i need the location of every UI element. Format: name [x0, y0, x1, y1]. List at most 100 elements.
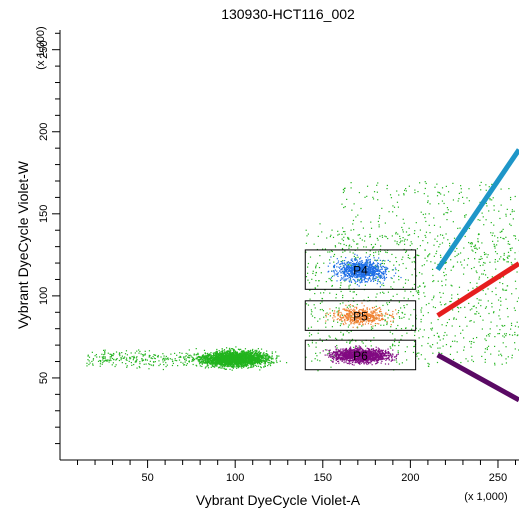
main-population-point	[344, 230, 346, 233]
main-population-point	[91, 351, 93, 353]
p4-population-point	[371, 270, 374, 272]
p4-population-point	[354, 268, 356, 270]
main-population-point	[213, 358, 215, 360]
main-population-point	[475, 270, 477, 272]
main-population-point	[432, 352, 434, 354]
main-population-point	[216, 348, 218, 351]
p4-population-point	[334, 269, 337, 271]
main-population-point	[413, 283, 416, 286]
main-population-point	[485, 306, 488, 308]
main-population-point	[377, 199, 379, 201]
main-population-point	[231, 361, 233, 363]
main-population-point	[249, 355, 251, 358]
main-population-point	[503, 259, 505, 261]
main-population-point	[237, 367, 240, 369]
main-population-point	[233, 357, 235, 359]
main-population-point	[482, 264, 484, 266]
main-population-point	[235, 363, 238, 365]
main-population-point	[456, 254, 458, 257]
main-population-point	[395, 359, 397, 361]
main-population-point	[248, 354, 251, 356]
main-population-point	[375, 305, 377, 307]
main-population-point	[253, 361, 255, 364]
main-population-point	[506, 256, 508, 258]
main-population-point	[505, 362, 508, 364]
main-population-point	[474, 245, 476, 247]
main-population-point	[257, 355, 259, 357]
main-population-point	[383, 292, 385, 294]
main-population-point	[499, 318, 501, 320]
main-population-point	[397, 312, 399, 314]
main-population-point	[454, 340, 456, 342]
main-population-point	[305, 356, 307, 358]
p4-population-point	[362, 270, 364, 272]
main-population-point	[436, 240, 438, 243]
main-population-point	[217, 367, 220, 369]
main-population-point	[395, 233, 397, 235]
main-population-point	[232, 365, 234, 367]
main-population-point	[478, 312, 480, 314]
main-population-point	[235, 354, 237, 356]
main-population-point	[447, 209, 449, 211]
main-population-point	[207, 360, 209, 362]
p4-population-point	[352, 260, 354, 262]
main-population-point	[308, 335, 311, 337]
main-population-point	[263, 360, 265, 362]
main-population-point	[443, 271, 445, 274]
main-population-point	[488, 210, 490, 212]
main-population-point	[308, 332, 311, 334]
main-population-point	[334, 337, 337, 339]
main-population-point	[203, 356, 205, 358]
p4-population-point	[343, 262, 345, 264]
main-population-point	[489, 261, 491, 263]
p4-population-point	[340, 268, 342, 271]
p4-population-point	[354, 276, 356, 278]
main-population-point	[360, 221, 362, 223]
main-population-point	[219, 357, 221, 359]
p4-population-point	[347, 261, 350, 263]
p4-population-point	[376, 269, 378, 271]
main-population-point	[269, 364, 272, 367]
main-population-point	[223, 351, 226, 353]
main-population-point	[252, 360, 255, 362]
main-population-point	[478, 276, 481, 278]
main-population-point	[164, 357, 166, 359]
main-population-point	[247, 359, 249, 362]
p4-population-point	[350, 268, 353, 270]
main-population-point	[148, 368, 150, 370]
main-population-point	[222, 353, 224, 355]
main-population-point	[309, 298, 311, 300]
main-population-point	[148, 356, 150, 358]
main-population-point	[177, 365, 179, 367]
main-population-point	[422, 240, 424, 242]
main-population-point	[357, 214, 359, 216]
main-population-point	[239, 365, 241, 367]
p4-population-point	[361, 272, 363, 274]
main-population-point	[500, 256, 502, 258]
main-population-point	[220, 365, 222, 367]
main-population-point	[315, 271, 318, 274]
main-population-point	[449, 353, 452, 356]
main-population-point	[221, 349, 223, 351]
main-population-point	[421, 273, 423, 275]
main-population-point	[446, 219, 448, 221]
main-population-point	[193, 353, 195, 355]
main-population-point	[327, 319, 329, 321]
main-population-point	[403, 194, 405, 196]
main-population-point	[220, 354, 222, 357]
main-population-point	[401, 362, 403, 364]
main-population-point	[228, 355, 230, 358]
p4-population-point	[359, 264, 361, 266]
main-population-point	[498, 350, 500, 352]
main-population-point	[203, 359, 205, 361]
main-population-point	[218, 354, 220, 356]
main-population-point	[403, 307, 406, 309]
main-population-point	[469, 340, 471, 343]
main-population-point	[438, 191, 440, 194]
main-population-point	[130, 352, 132, 354]
main-population-point	[413, 340, 416, 343]
main-population-point	[514, 258, 516, 260]
main-population-point	[499, 231, 501, 233]
main-population-point	[502, 335, 504, 337]
main-population-point	[208, 355, 211, 357]
